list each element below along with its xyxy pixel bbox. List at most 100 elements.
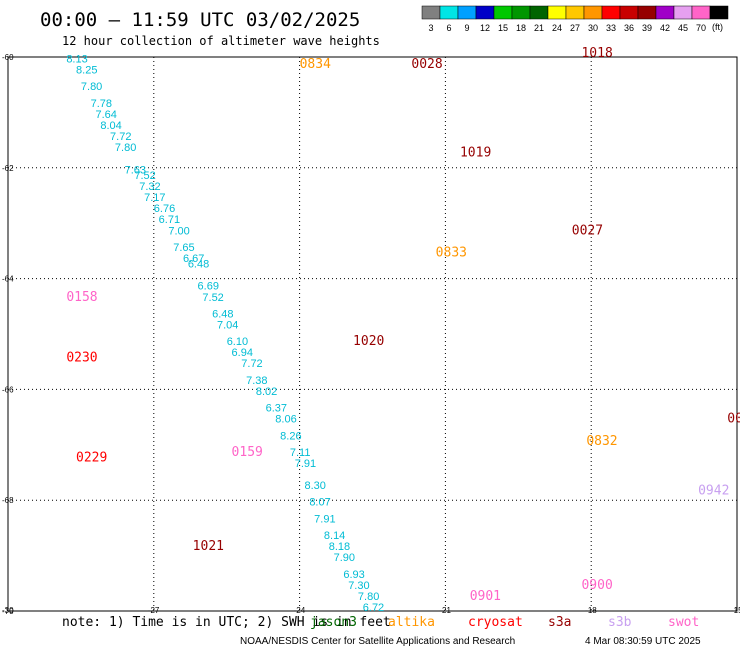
pass-time-label: 0229 [76, 450, 107, 465]
wave-height-value: 7.72 [241, 358, 262, 370]
wave-height-value: 6.10 [227, 336, 248, 348]
scale-swatch [547, 5, 567, 20]
x-tick-label: -18 [585, 606, 597, 615]
scale-swatch [637, 5, 657, 20]
scale-swatch [565, 5, 585, 20]
x-tick-label: -27 [148, 606, 160, 615]
scale-label: 42 [660, 23, 670, 33]
y-tick-label: -60 [2, 53, 14, 62]
scale-label: 3 [428, 23, 433, 33]
satellite-legend: jason3 altika cryosat s3a s3b swot [310, 615, 699, 630]
y-tick-label: -70 [2, 607, 14, 616]
wave-height-value: 7.80 [81, 81, 102, 93]
grid-lines [8, 57, 737, 611]
satellite-legend-item: cryosat [468, 615, 523, 630]
wave-height-points: 8.138.257.807.787.648.047.727.807.637.52… [66, 54, 384, 614]
wave-height-value: 6.76 [154, 203, 175, 215]
x-tick-label: -24 [294, 606, 306, 615]
footer-timestamp: 4 Mar 08:30:59 UTC 2025 [585, 636, 701, 647]
wave-height-value: 7.63 [125, 164, 146, 176]
scale-unit: (ft) [712, 22, 723, 32]
pass-time-label: 0900 [581, 578, 612, 593]
wave-height-value: 8.02 [256, 386, 277, 398]
scale-label: 70 [696, 23, 706, 33]
wave-height-value: 7.52 [202, 292, 223, 304]
satellite-legend-item: altika [388, 615, 435, 630]
y-tick-labels: -60 -62 -64 -66 -68 -70 [2, 53, 14, 616]
wave-height-value: 8.30 [304, 480, 325, 492]
scale-label: 9 [464, 23, 469, 33]
wave-height-value: 8.04 [100, 120, 121, 132]
footer-note: note: 1) Time is in UTC; 2) SWH is in fe… [62, 615, 391, 630]
wave-height-value: 7.78 [91, 98, 112, 110]
pass-time-label: 1020 [353, 334, 384, 349]
x-tick-label: -15 [731, 606, 740, 615]
wave-height-value: 7.80 [115, 142, 136, 154]
pass-time-label: 0159 [232, 445, 263, 460]
scale-label: 15 [498, 23, 508, 33]
wave-height-value: 6.93 [343, 569, 364, 581]
x-tick-labels: -30 -27 -24 -21 -18 -15 [2, 606, 740, 615]
wave-height-value: 7.64 [95, 109, 116, 121]
pass-time-label: 1019 [460, 146, 491, 161]
satellite-pass-labels: 0834 0028 1018 1019 0027 0833 0158 0230 1020 0025… [66, 46, 740, 604]
scale-label: 6 [446, 23, 451, 33]
scale-swatch [673, 5, 693, 20]
wave-height-value: 8.13 [66, 54, 87, 66]
wave-height-value: 7.38 [246, 375, 267, 387]
wave-height-value: 6.37 [266, 403, 287, 415]
y-tick-label: -66 [2, 385, 14, 394]
wave-height-value: 7.90 [334, 552, 355, 564]
wave-height-value: 6.72 [363, 602, 384, 614]
wave-height-value: 7.17 [144, 192, 165, 204]
pass-time-label: 0028 [411, 57, 442, 72]
scale-label: 18 [516, 23, 526, 33]
scale-label: 45 [678, 23, 688, 33]
scale-label: 33 [606, 23, 616, 33]
wave-height-value: 7.04 [217, 319, 238, 331]
wave-height-value: 8.25 [76, 65, 97, 77]
wave-height-value: 8.26 [280, 430, 301, 442]
wave-height-value: 7.52 [134, 170, 155, 182]
scale-swatch [529, 5, 549, 20]
wave-height-value: 7.00 [168, 225, 189, 237]
pass-time-label: 0833 [436, 245, 467, 260]
chart-subtitle: 12 hour collection of altimeter wave hei… [62, 34, 380, 48]
pass-time-label: 0942 [698, 484, 729, 499]
x-tick-label: -30 [2, 606, 14, 615]
wave-height-value: 8.18 [329, 541, 350, 553]
pass-time-label: 0230 [66, 351, 97, 366]
scale-swatch [457, 5, 477, 20]
scale-label: 21 [534, 23, 544, 33]
scale-label: 24 [552, 23, 562, 33]
scale-label: 30 [588, 23, 598, 33]
scale-label: 39 [642, 23, 652, 33]
wave-height-value: 7.91 [295, 458, 316, 470]
wave-height-value: 7.11 [290, 447, 311, 459]
scale-swatch [439, 5, 459, 20]
scale-swatch [583, 5, 603, 20]
wave-height-value: 6.94 [232, 347, 253, 359]
scale-swatch [619, 5, 639, 20]
wave-height-value: 7.65 [173, 242, 194, 254]
satellite-legend-item: swot [668, 615, 699, 630]
pass-time-label: 0158 [66, 290, 97, 305]
pass-time-label: 1018 [581, 46, 612, 61]
wave-height-value: 7.32 [139, 181, 160, 193]
scale-swatch [421, 5, 441, 20]
scale-swatch [601, 5, 621, 20]
scale-swatch [655, 5, 675, 20]
satellite-legend-item: s3a [548, 615, 571, 630]
wave-height-value: 6.48 [188, 259, 209, 271]
wave-height-value: 7.72 [110, 131, 131, 143]
scale-swatch [511, 5, 531, 20]
pass-time-label: 1021 [193, 539, 224, 554]
wave-height-value: 6.67 [183, 253, 204, 265]
scale-swatch [475, 5, 495, 20]
y-tick-label: -62 [2, 164, 14, 173]
satellite-legend-item: s3b [608, 615, 632, 630]
wave-height-value: 8.06 [275, 414, 296, 426]
pass-time-label: 0834 [300, 57, 331, 72]
